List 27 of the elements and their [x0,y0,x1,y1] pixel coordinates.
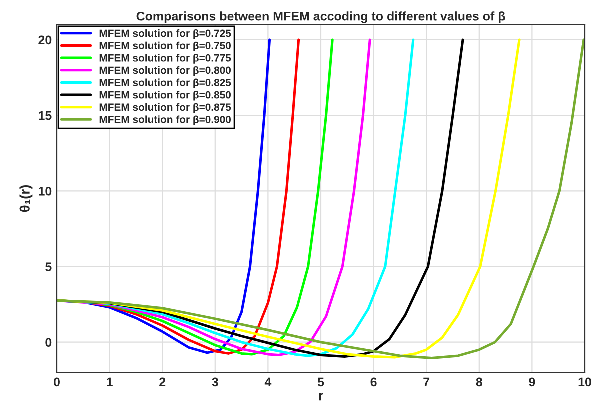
x-axis-title: r [319,393,324,401]
x-tick-label: 4 [264,378,272,387]
x-tick-label: 1 [107,378,113,387]
x-tick-label: 9 [529,378,536,387]
y-tick-label: 0 [46,338,52,348]
y-tick-label: 15 [39,111,52,120]
x-tick-label: 6 [370,378,377,387]
legend-label: MFEM solution for β=0.825 [100,78,232,88]
x-tick-label: 0 [54,378,60,387]
x-tick-label: 7 [424,378,430,387]
legend-label: MFEM solution for β=0.900 [100,116,232,126]
y-tick-label: 5 [46,262,52,272]
chart-title: Comparisons between MFEM accoding to different values of β [136,12,506,24]
legend-label: MFEM solution for β=0.800 [100,66,232,76]
legend-label: MFEM solution for β=0.775 [100,54,232,64]
x-tick-label: 3 [212,378,218,387]
legend-label: MFEM solution for β=0.725 [100,30,232,40]
legend-label: MFEM solution for β=0.750 [100,42,232,52]
y-tick-label: 20 [38,36,52,45]
x-tick-label: 2 [160,378,166,387]
y-tick-label: 10 [39,186,52,196]
y-axis-title: θ₁(r) [20,185,33,212]
x-tick-label: 10 [578,378,592,387]
x-tick-label: 8 [476,378,482,387]
legend-label: MFEM solution for β=0.850 [100,91,232,101]
x-tick-label: 5 [318,378,324,387]
legend-label: MFEM solution for β=0.875 [100,103,232,114]
